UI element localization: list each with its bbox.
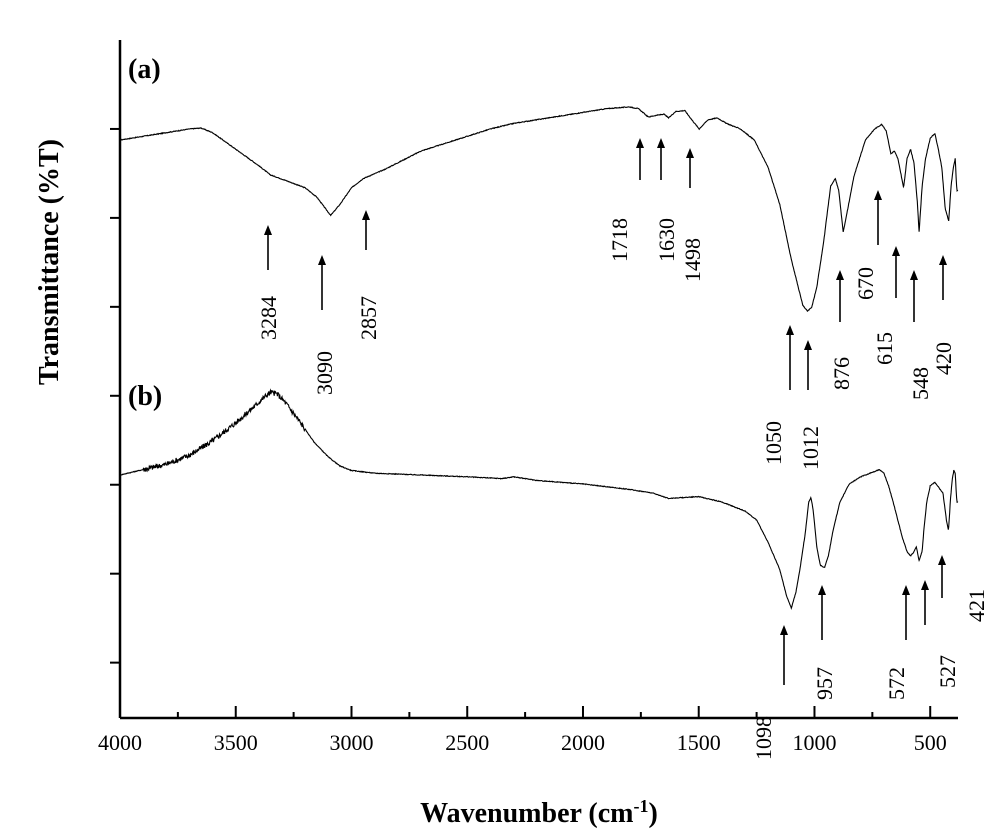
x-tick-label: 1000 [792, 730, 836, 755]
peak-label-a-1012: 1012 [798, 426, 823, 470]
arrow-head [264, 225, 272, 235]
peak-arrow-b-1098 [780, 625, 788, 685]
y-axis-title: Transmittance (%T) [34, 139, 65, 385]
peak-label-b-1098: 1098 [751, 716, 776, 760]
peak-label-b-957: 957 [812, 667, 837, 700]
arrow-head [657, 138, 665, 148]
peak-arrow-a-2857 [362, 210, 370, 250]
annotations-group: 3284 3090 2857 1718 1630 1498 1050 1012 876 670 61… [256, 138, 989, 760]
x-axis-title-sup: -1 [634, 796, 649, 816]
peak-label-a-3284: 3284 [256, 296, 281, 340]
arrow-head [939, 255, 947, 265]
arrow-head [836, 270, 844, 280]
panel-label-a: (a) [128, 54, 161, 85]
peak-arrow-b-572 [902, 585, 910, 640]
spectrum-line-b [119, 388, 959, 611]
peak-arrow-a-3090 [318, 255, 326, 310]
x-tick-label: 500 [914, 730, 947, 755]
arrow-head [938, 555, 946, 565]
series-group [119, 106, 959, 611]
arrow-head [874, 190, 882, 200]
peak-arrow-a-1050 [786, 325, 794, 390]
peak-arrow-b-957 [818, 585, 826, 640]
arrow-head [786, 325, 794, 335]
tick-labels-group: 4000 3500 3000 2500 2000 1500 1000 500 [98, 730, 947, 755]
arrow-head [686, 148, 694, 158]
peak-label-a-548: 548 [908, 367, 933, 400]
peak-label-a-1718: 1718 [607, 218, 632, 262]
peak-label-b-572: 572 [884, 667, 909, 700]
peak-arrow-a-1718 [636, 138, 644, 180]
ticks-group [110, 127, 932, 718]
peak-arrow-a-1498 [686, 148, 694, 188]
peak-arrow-a-1630 [657, 138, 665, 180]
peak-label-a-1050: 1050 [761, 421, 786, 465]
arrow-head [892, 246, 900, 256]
x-axis-title-end: ) [649, 798, 658, 829]
peak-label-a-420: 420 [931, 342, 956, 375]
arrow-head [910, 270, 918, 280]
x-tick-label: 1500 [677, 730, 721, 755]
arrow-head [818, 585, 826, 595]
peak-arrow-a-876 [836, 270, 844, 322]
peak-arrow-b-421 [938, 555, 946, 598]
x-tick-label: 3500 [214, 730, 258, 755]
peak-label-a-615: 615 [872, 332, 897, 365]
arrow-head [902, 585, 910, 595]
x-tick-label: 3000 [329, 730, 373, 755]
x-axis-title-main: Wavenumber (cm [420, 798, 633, 829]
peak-label-b-527: 527 [935, 655, 960, 688]
peak-arrow-a-670 [874, 190, 882, 245]
peak-label-a-1498: 1498 [680, 238, 705, 282]
x-tick-label: 2000 [561, 730, 605, 755]
arrow-head [362, 210, 370, 220]
peak-label-a-670: 670 [853, 267, 878, 300]
spectrum-line-a [119, 106, 959, 313]
peak-label-a-876: 876 [829, 357, 854, 390]
peak-arrow-a-420 [939, 255, 947, 300]
arrow-head [636, 138, 644, 148]
peak-label-b-421: 421 [964, 589, 989, 622]
peak-arrow-a-548 [910, 270, 918, 322]
peak-label-a-3090: 3090 [312, 351, 337, 395]
x-tick-label: 4000 [98, 730, 142, 755]
x-axis-title: Wavenumber (cm-1) [420, 796, 658, 829]
arrow-head [921, 580, 929, 590]
axes-group [118, 40, 958, 720]
panel-label-b: (b) [128, 381, 162, 412]
x-tick-label: 2500 [445, 730, 489, 755]
peak-arrow-a-3284 [264, 225, 272, 270]
arrow-head [780, 625, 788, 635]
peak-label-a-2857: 2857 [356, 296, 381, 340]
arrow-head [318, 255, 326, 265]
peak-arrow-a-615 [892, 246, 900, 298]
peak-arrow-b-527 [921, 580, 929, 625]
peak-arrow-a-1012 [804, 340, 812, 390]
arrow-head [804, 340, 812, 350]
peak-label-a-1630: 1630 [654, 218, 679, 262]
